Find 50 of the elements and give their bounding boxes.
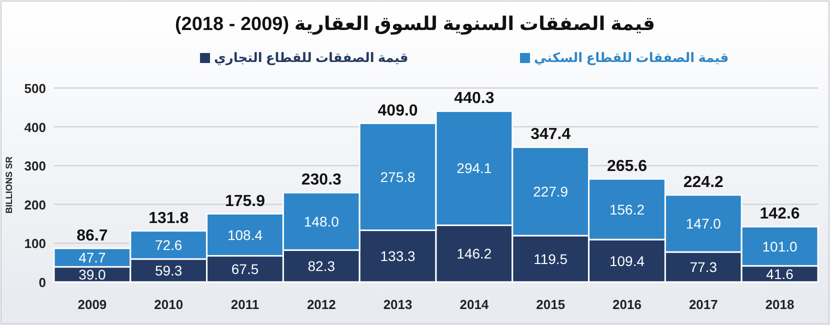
x-tick-label: 2014 <box>460 297 490 312</box>
y-tick-label: 100 <box>24 236 46 252</box>
y-tick-label: 200 <box>24 197 46 212</box>
x-tick-label: 2012 <box>306 297 336 312</box>
data-label: 275.8 <box>380 168 416 185</box>
x-tick-label: 2013 <box>383 297 412 312</box>
data-label: 146.2 <box>456 246 492 262</box>
data-label: 82.3 <box>308 258 336 274</box>
data-label: 59.3 <box>154 262 182 278</box>
total-label: 409.0 <box>378 102 418 120</box>
data-label: 147.0 <box>686 215 722 232</box>
data-label: 227.9 <box>533 183 568 200</box>
total-label: 230.3 <box>301 172 342 189</box>
x-tick-label: 2010 <box>154 297 184 312</box>
data-label: 133.3 <box>380 248 416 264</box>
y-axis-title: BILLIONS SR <box>4 156 14 214</box>
data-label: 77.3 <box>690 259 718 276</box>
x-tick-label: 2016 <box>612 297 642 312</box>
data-label: 41.6 <box>766 266 794 282</box>
y-tick-label: 400 <box>24 120 46 135</box>
y-tick-label: 0 <box>38 275 46 290</box>
data-label: 39.0 <box>78 266 106 282</box>
data-label: 101.0 <box>762 238 798 254</box>
y-tick-label: 300 <box>24 158 46 174</box>
data-label: 148.0 <box>304 213 340 230</box>
data-label: 72.6 <box>154 236 182 253</box>
text: قيمة الصفقات للقطاع السكني <box>534 50 729 66</box>
data-label: 156.2 <box>609 201 645 218</box>
total-label: 142.6 <box>760 206 800 223</box>
total-label: 86.7 <box>76 227 108 244</box>
data-label: 294.1 <box>456 160 492 176</box>
x-tick-label: 2015 <box>536 297 566 312</box>
chart-title: قيمة الصفقات السنوية للسوق العقارية (2009 - 2018) <box>174 14 656 35</box>
data-label: 108.4 <box>227 226 263 243</box>
y-tick-label: 500 <box>24 81 46 96</box>
x-tick-label: 2018 <box>765 297 794 312</box>
total-label: 131.8 <box>148 210 189 227</box>
data-label: 119.5 <box>534 250 568 267</box>
total-label: 175.9 <box>224 192 266 210</box>
data-label: 47.7 <box>78 250 106 266</box>
data-label: 109.4 <box>609 252 645 269</box>
x-tick-label: 2017 <box>688 297 718 312</box>
data-label: 67.5 <box>231 260 259 277</box>
total-label: 265.6 <box>606 158 648 175</box>
total-label: 347.4 <box>530 126 571 144</box>
x-tick-label: 2009 <box>78 297 107 312</box>
x-tick-label: 2011 <box>230 297 260 312</box>
legend-label: قيمة الصفقات للقطاع التجاري <box>214 50 408 66</box>
total-label: 440.3 <box>454 90 494 108</box>
total-label: 224.2 <box>683 174 724 191</box>
